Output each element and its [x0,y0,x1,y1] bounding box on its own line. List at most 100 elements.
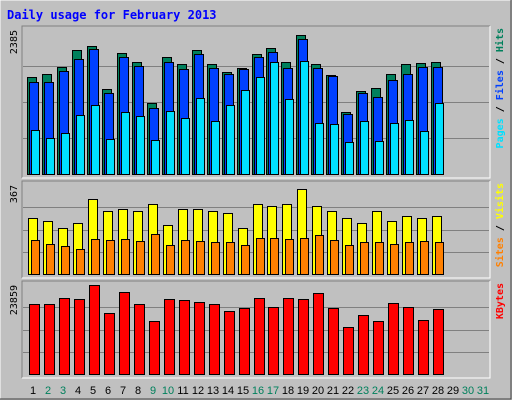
bar-kbytes-day-26 [403,307,414,375]
bar-kbytes-day-17 [268,307,279,375]
bar-sites-day-11 [181,240,190,275]
day-label-19: 19 [297,385,309,397]
day-label-26: 26 [402,385,414,397]
day-label-7: 7 [120,385,126,397]
bar-kbytes-day-24 [373,321,384,375]
day-label-29: 29 [447,385,459,397]
bar-sites-day-26 [405,242,414,275]
bar-sites-day-25 [390,244,399,275]
bar-sites-day-24 [375,242,384,275]
bar-sites-day-16 [256,238,265,275]
bar-sites-day-3 [61,246,70,275]
legend-separator: / [495,219,506,237]
bar-sites-day-7 [121,239,130,275]
panel-bevel-light [22,26,491,179]
bar-pages-day-11 [181,118,190,175]
bar-kbytes-day-22 [343,327,354,375]
legend-kbytes: KBytes [495,283,506,319]
bar-kbytes-day-3 [59,298,70,375]
legend-bottom: KBytes [495,283,506,319]
bar-pages-day-22 [345,142,354,175]
day-label-10: 10 [162,385,174,397]
bar-pages-day-5 [91,105,100,175]
bar-sites-day-19 [300,238,309,275]
bar-kbytes-day-11 [179,300,190,375]
day-label-2: 2 [45,385,51,397]
day-label-3: 3 [60,385,66,397]
bar-kbytes-day-5 [89,285,100,375]
panel-top: 2385 Pages / Files / Hits [9,25,506,179]
day-label-6: 6 [105,385,111,397]
bar-pages-day-14 [226,105,235,175]
bar-pages-day-6 [106,139,115,175]
panel-bevel-dark [21,25,490,178]
bar-kbytes-day-2 [44,304,55,375]
bar-kbytes-day-18 [283,298,294,375]
bar-sites-day-5 [91,239,100,275]
day-label-22: 22 [342,385,354,397]
legend-top: Pages / Files / Hits [494,28,506,148]
panel-bevel-dark [21,180,490,278]
bar-sites-day-2 [46,244,55,275]
y-max-label: 367 [9,185,20,203]
bar-pages-day-17 [270,62,279,175]
day-label-28: 28 [432,385,444,397]
bar-kbytes-day-13 [209,304,220,375]
bar-pages-day-28 [435,103,444,175]
bar-sites-day-20 [315,235,324,275]
bar-kbytes-day-1 [29,304,40,375]
bar-pages-day-16 [256,77,265,175]
y-max-label: 23859 [9,285,20,315]
day-label-16: 16 [252,385,264,397]
bar-pages-day-23 [360,121,369,175]
bar-kbytes-day-7 [119,292,130,375]
y-max-label: 2385 [9,30,20,54]
bar-sites-day-28 [435,242,444,275]
legend-visits: Visits [494,183,506,219]
legend-middle: Sites / Visits [494,183,506,267]
bar-kbytes-day-4 [74,299,85,375]
legend-sites: Sites [494,237,506,267]
day-label-13: 13 [207,385,219,397]
day-label-21: 21 [327,385,339,397]
bar-sites-day-6 [106,240,115,275]
bar-pages-day-13 [211,121,220,175]
bar-kbytes-day-6 [104,313,115,375]
bar-kbytes-day-16 [254,298,265,375]
bar-pages-day-12 [196,98,205,175]
legend-files: Files [494,70,506,100]
bar-pages-day-21 [330,124,339,175]
day-label-18: 18 [282,385,294,397]
bar-pages-day-10 [166,111,175,175]
bar-pages-day-27 [420,131,429,175]
bar-kbytes-day-12 [194,302,205,375]
bar-sites-day-4 [76,249,85,275]
bar-kbytes-day-14 [224,311,235,375]
bar-pages-day-1 [31,130,40,175]
bar-pages-day-9 [151,140,160,175]
day-label-17: 17 [267,385,279,397]
bar-sites-day-10 [166,245,175,275]
bar-kbytes-day-27 [418,320,429,375]
bar-sites-day-27 [420,241,429,275]
day-label-23: 23 [357,385,369,397]
bar-kbytes-day-8 [134,304,145,375]
legend-hits: Hits [494,28,506,52]
bar-sites-day-15 [241,245,250,275]
bar-pages-day-3 [61,133,70,175]
chart-title: Daily usage for February 2013 [7,8,217,22]
bar-kbytes-day-10 [164,299,175,375]
day-label-31: 31 [477,385,489,397]
bar-kbytes-day-9 [149,321,160,375]
day-label-1: 1 [30,385,36,397]
bar-pages-day-25 [390,123,399,175]
bar-pages-day-8 [136,116,145,175]
bar-kbytes-day-20 [313,293,324,375]
day-label-4: 4 [75,385,81,397]
bar-pages-day-24 [375,141,384,175]
day-axis: 1 2 3 4 5 6 7 8 9 10 11 12 13 14 15 16 17 18 19 20 21 22 23 24 2… [30,385,489,397]
legend-pages: Pages [495,118,506,148]
bar-sites-day-12 [196,241,205,275]
